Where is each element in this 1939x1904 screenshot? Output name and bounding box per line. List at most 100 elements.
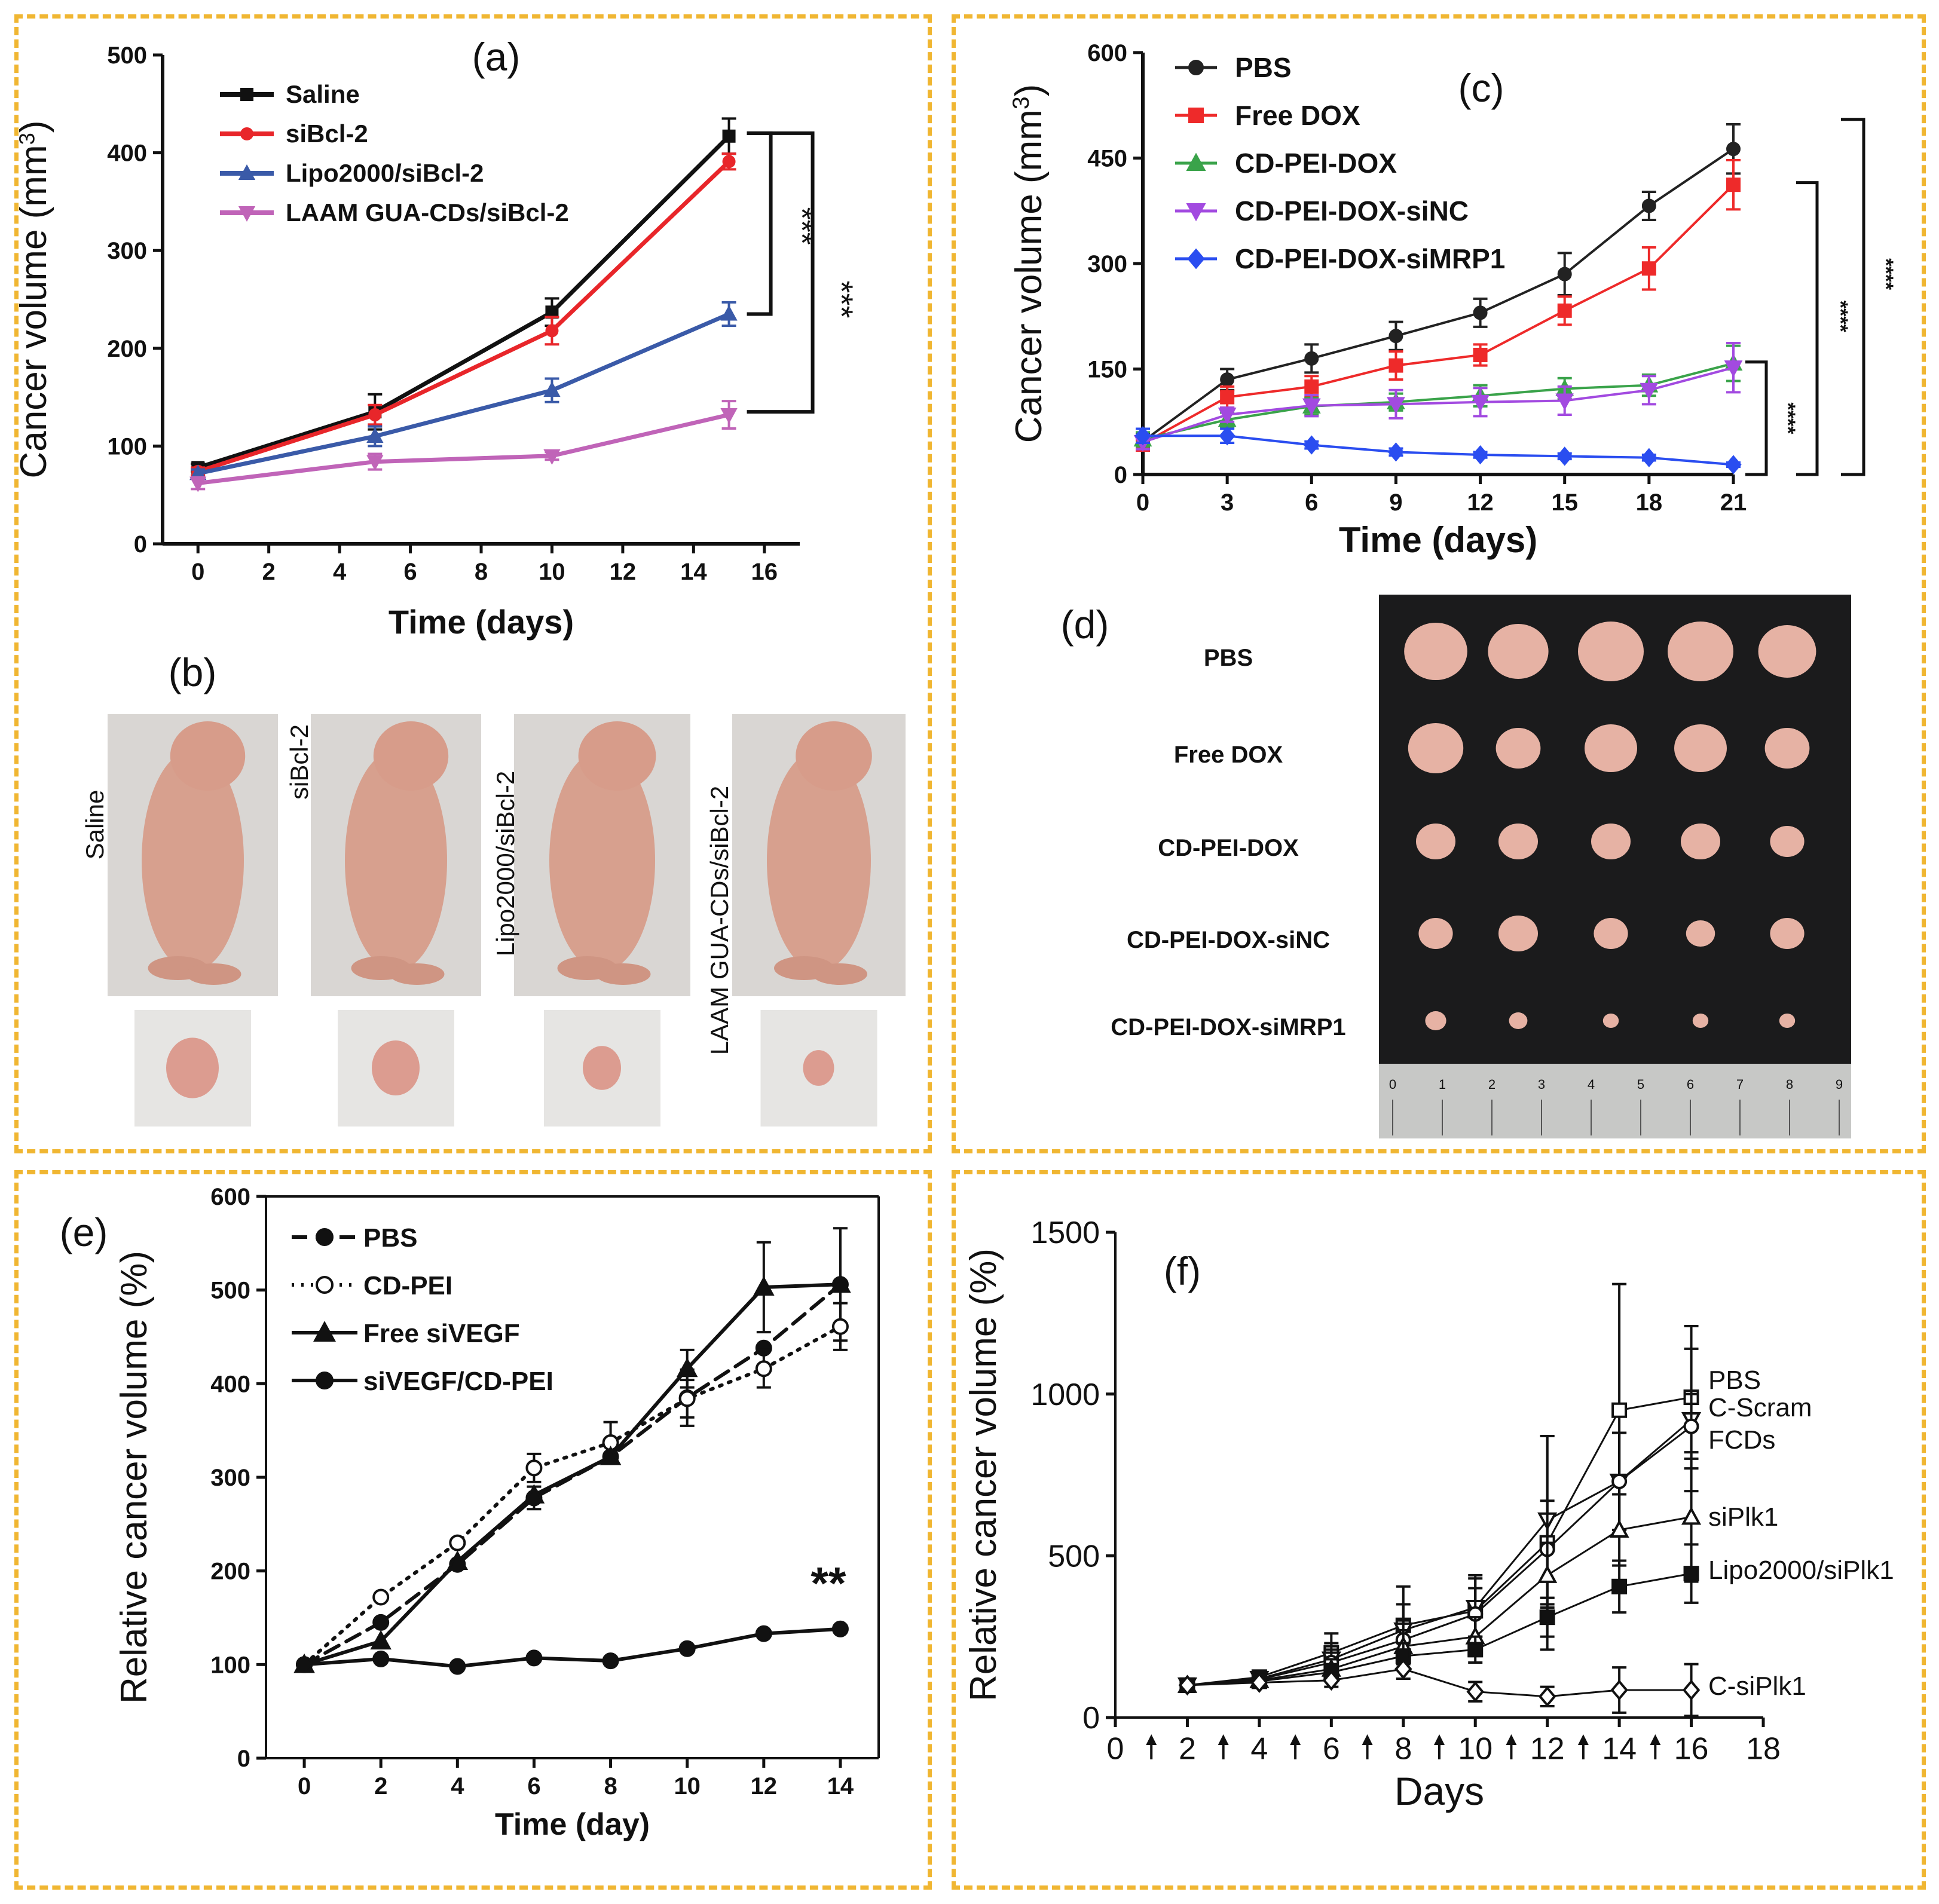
data-point <box>1683 1566 1699 1582</box>
x-tick-label: 6 <box>527 1773 540 1799</box>
sig-label: ** <box>811 1559 846 1609</box>
x-tick-label: 3 <box>1221 489 1234 516</box>
panel-d: (d) PBS Free DOX CD-PEI-DOX CD-PEI-DOX-siNC C… <box>1061 595 1851 1138</box>
mouse-leg <box>812 963 867 985</box>
legend-marker <box>240 88 253 101</box>
data-point <box>1609 1519 1629 1538</box>
series-line <box>195 159 732 474</box>
ruler-number: 5 <box>1637 1077 1644 1092</box>
series-line <box>1186 1425 1693 1686</box>
legend-label: CD-PEI-DOX-siMRP1 <box>1235 243 1505 274</box>
y-tick-label: 0 <box>1082 1701 1100 1735</box>
row-label: Free DOX <box>1174 742 1283 768</box>
x-tick-label: 15 <box>1551 489 1578 516</box>
legend-marker <box>1188 60 1204 75</box>
panel-label-e: (e) <box>60 1210 108 1254</box>
sig-label: *** <box>784 207 820 245</box>
tumor <box>1770 826 1805 857</box>
data-point <box>366 455 384 471</box>
legend-label: CD-PEI-DOX-siNC <box>1235 195 1469 226</box>
legend-label: Free siVEGF <box>363 1319 520 1348</box>
row-label: PBS <box>1204 645 1253 671</box>
ruler-number: 1 <box>1439 1077 1446 1092</box>
data-point <box>722 129 736 143</box>
mouse-body <box>767 750 871 971</box>
data-point <box>1610 1679 1628 1701</box>
data-point <box>543 381 561 397</box>
data-point <box>449 1658 466 1675</box>
y-tick-label: 100 <box>107 433 147 460</box>
panel-frame-ab <box>14 14 932 1153</box>
series-lipo2000-siplk1 <box>1179 1543 1699 1693</box>
tumor <box>803 1050 834 1086</box>
legend-label: CD-PEI-DOX <box>1235 148 1397 179</box>
series-end-label: FCDs <box>1708 1425 1775 1455</box>
data-point <box>1473 305 1488 320</box>
x-tick-label: 2 <box>262 559 276 585</box>
tumor <box>1758 625 1816 678</box>
data-point <box>1555 393 1574 411</box>
tumor <box>1674 724 1727 772</box>
ruler-number: 3 <box>1538 1077 1545 1092</box>
x-tick-label: 6 <box>1305 489 1318 516</box>
legend-marker <box>316 1276 334 1294</box>
ruler-number: 8 <box>1786 1077 1793 1092</box>
mouse-body <box>345 750 447 971</box>
series-line <box>1142 148 1735 443</box>
series-line <box>302 1282 842 1667</box>
legend-label: PBS <box>363 1223 417 1253</box>
y-tick-label: 100 <box>210 1652 250 1678</box>
x-tick-label: 10 <box>674 1773 701 1799</box>
x-tick-label: 14 <box>827 1773 854 1799</box>
data-point <box>602 1652 619 1670</box>
x-tick-label: 0 <box>1136 489 1149 516</box>
data-point <box>1471 394 1490 412</box>
tumor <box>1591 824 1631 859</box>
legend-label: Saline <box>286 80 360 108</box>
sig-bracket <box>747 131 815 414</box>
data-point <box>1389 329 1403 344</box>
series-line <box>302 1324 842 1667</box>
tumor <box>1404 623 1467 680</box>
data-point <box>1303 435 1320 455</box>
series-c-siplk1 <box>1178 1658 1701 1718</box>
x-tick-label: 21 <box>1720 489 1747 516</box>
legend-marker <box>316 1372 334 1389</box>
data-point <box>755 1625 772 1642</box>
sig-bracket <box>747 131 773 316</box>
data-point <box>720 408 738 424</box>
tumor <box>1681 824 1720 859</box>
data-point <box>1640 382 1659 400</box>
data-point <box>1683 1418 1699 1434</box>
panel-label-c: (c) <box>1458 66 1504 110</box>
row-label: CD-PEI-DOX-siMRP1 <box>1111 1014 1345 1040</box>
sig-label: **** <box>1829 301 1852 333</box>
sig-label: **** <box>1776 402 1799 434</box>
data-point <box>1466 1681 1484 1703</box>
data-point <box>366 427 384 443</box>
x-tick-label: 12 <box>751 1773 778 1799</box>
data-point <box>1726 177 1741 192</box>
data-point <box>446 1550 469 1570</box>
dosing-arrow-head <box>1290 1734 1301 1745</box>
legend-label: Lipo2000/siBcl-2 <box>286 159 484 187</box>
tumor <box>1764 728 1810 769</box>
x-tick-label: 12 <box>1467 489 1494 516</box>
series-end-label: C-Scram <box>1708 1393 1812 1422</box>
data-point <box>830 1273 851 1293</box>
sig-label: **** <box>1874 258 1897 290</box>
series-line <box>1142 362 1735 441</box>
x-tick-label: 4 <box>451 1773 464 1799</box>
y-tick-label: 1500 <box>1030 1216 1100 1250</box>
tumor <box>1425 1011 1446 1030</box>
data-point <box>1611 1578 1628 1594</box>
group-label: LAAM GUA-CDs/siBcl-2 <box>705 786 733 1055</box>
group-label: Lipo2000/siBcl-2 <box>491 771 519 957</box>
y-axis-label: Cancer volume (mm3) <box>13 120 54 478</box>
data-point <box>831 1620 849 1637</box>
x-tick-label: 8 <box>1394 1732 1412 1767</box>
legend-label: CD-PEI <box>363 1271 452 1300</box>
tumor <box>1770 918 1805 949</box>
tumor <box>1509 1012 1528 1029</box>
tumor <box>1498 916 1538 951</box>
